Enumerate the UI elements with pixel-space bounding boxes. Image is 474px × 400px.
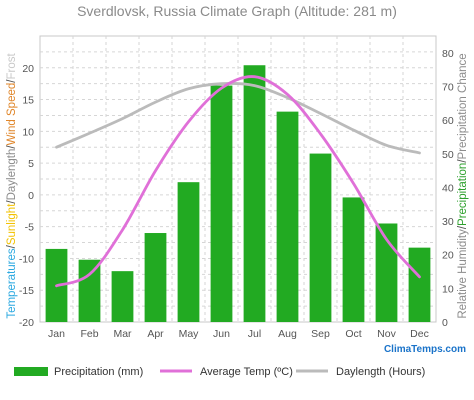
y-tick-left: 0 [28, 190, 34, 202]
x-tick-jul: Jul [248, 328, 261, 340]
axis-label-part: Sunlight [6, 203, 18, 245]
bar-jun [210, 85, 233, 322]
brand-watermark: ClimaTemps.com [384, 344, 466, 355]
bar-dec [408, 247, 431, 322]
axis-label-part: / [6, 79, 18, 83]
y-axis-label-left: Temperatures/Sunlight/Daylength/Wind Spe… [6, 53, 18, 319]
avg-temp-line [55, 75, 421, 288]
x-tick-oct: Oct [345, 328, 361, 340]
series-lines [55, 75, 421, 288]
axis-label-part: Relative Humidity [457, 229, 469, 319]
axis-label-part: / [6, 244, 18, 248]
y-tick-left: -5 [25, 222, 34, 234]
x-tick-aug: Aug [278, 328, 297, 340]
x-tick-jan: Jan [48, 328, 65, 340]
x-tick-nov: Nov [377, 328, 396, 340]
y-tick-right: 50 [442, 149, 454, 161]
bar-apr [144, 233, 167, 322]
y-tick-left: 15 [22, 95, 34, 107]
y-tick-right: 40 [442, 182, 454, 194]
chart-title: Sverdlovsk, Russia Climate Graph (Altitu… [77, 3, 397, 19]
axis-label-part: / [6, 200, 18, 204]
y-tick-right: 20 [442, 250, 454, 262]
legend-label: Average Temp (ºC) [200, 366, 293, 378]
y-tick-right: 30 [442, 216, 454, 228]
y-axis-label-right: Relative Humidity/Precipitation/Precipit… [457, 53, 469, 318]
y-tick-right: 60 [442, 115, 454, 127]
legend-label: Precipitation (mm) [54, 366, 143, 378]
bar-feb [78, 259, 101, 322]
axis-label-part: Precipitation Chance [457, 53, 469, 159]
x-tick-mar: Mar [113, 328, 132, 340]
axis-label-part: / [457, 225, 469, 229]
bar-aug [276, 111, 299, 323]
y-tick-left: -15 [19, 285, 34, 297]
y-tick-left: 10 [22, 126, 34, 138]
x-tick-feb: Feb [80, 328, 98, 340]
chart-axes: -20 -15 -10 -5 0 5 10 15 20 0 10 20 30 40 50 60 70 80 Jan F… [19, 48, 454, 340]
legend-swatch-precipitation [14, 367, 48, 376]
y-tick-left: 5 [28, 158, 34, 170]
bar-jul [243, 65, 266, 322]
x-tick-jun: Jun [213, 328, 230, 340]
axis-label-part: / [6, 145, 18, 149]
bar-oct [342, 197, 365, 322]
x-tick-apr: Apr [147, 328, 164, 340]
axis-label-part: / [457, 159, 469, 163]
y-tick-left: -20 [19, 317, 34, 329]
bar-sep [309, 153, 332, 322]
legend-label: Daylength (Hours) [336, 366, 425, 378]
daylength-line [55, 82, 421, 155]
y-tick-right: 80 [442, 48, 454, 60]
axis-label-part: Frost [6, 53, 18, 80]
bar-may [177, 182, 200, 322]
axis-label-part: Precipitation [457, 163, 469, 226]
axis-label-part: Wind Speed [6, 83, 18, 146]
y-tick-right: 0 [442, 317, 448, 329]
y-tick-left: -10 [19, 253, 34, 265]
x-tick-dec: Dec [410, 328, 429, 340]
x-tick-may: May [179, 328, 200, 340]
bar-mar [111, 271, 134, 322]
x-tick-sep: Sep [311, 328, 330, 340]
axis-label-part: Temperatures [6, 248, 18, 319]
chart-legend: Precipitation (mm) Average Temp (ºC) Dayle… [14, 366, 425, 378]
y-tick-right: 10 [442, 283, 454, 295]
y-tick-right: 70 [442, 81, 454, 93]
y-tick-left: 20 [22, 63, 34, 75]
axis-label-part: Daylength [6, 149, 18, 201]
